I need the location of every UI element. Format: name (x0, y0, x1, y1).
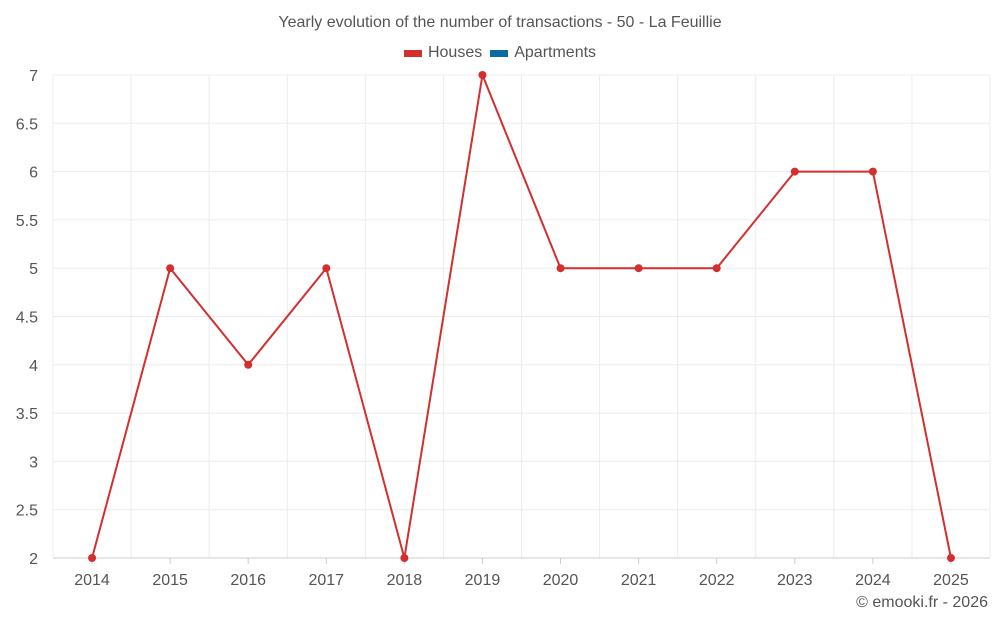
y-tick-label: 5.5 (16, 213, 38, 230)
y-tick-label: 7 (29, 68, 38, 85)
chart-title: Yearly evolution of the number of transa… (278, 14, 722, 31)
data-point (166, 264, 175, 273)
x-tick-label: 2014 (74, 572, 110, 589)
x-tick-label: 2023 (777, 572, 813, 589)
x-tick-label: 2024 (855, 572, 891, 589)
x-tick-label: 2017 (308, 572, 344, 589)
y-tick-label: 3 (29, 454, 38, 471)
y-tick-label: 5 (29, 261, 38, 278)
y-tick-label: 2 (29, 551, 38, 568)
legend-swatch-houses (403, 49, 422, 57)
data-point (88, 554, 97, 562)
legend-swatch-apartments (490, 49, 509, 57)
data-point (244, 360, 253, 369)
legend-item-houses[interactable]: Houses (403, 44, 483, 62)
data-point (322, 264, 331, 273)
y-tick-label: 4.5 (16, 310, 38, 327)
series-line-houses (91, 74, 952, 559)
x-tick-label: 2016 (230, 572, 266, 589)
data-point (478, 71, 487, 79)
x-tick-label: 2022 (699, 572, 735, 589)
x-tick-label: 2018 (387, 572, 423, 589)
x-tick-label: 2015 (152, 572, 188, 589)
legend-label-apartments: Apartments (514, 44, 597, 61)
legend-item-apartments[interactable]: Apartments (490, 44, 596, 62)
data-point (634, 264, 643, 273)
y-tick-label: 6.5 (16, 116, 38, 133)
x-tick-label: 2025 (933, 572, 969, 589)
y-tick-label: 6 (29, 165, 38, 182)
x-tick-label: 2020 (543, 572, 579, 589)
y-tick-label: 2.5 (16, 503, 38, 520)
data-point (400, 554, 409, 562)
y-tick-label: 3.5 (16, 406, 38, 423)
credit: © emooki.fr - 2026 (856, 594, 988, 611)
legend: Houses Apartments (0, 44, 1000, 62)
data-point (790, 167, 799, 176)
x-tick-label: 2019 (465, 572, 501, 589)
data-point (556, 264, 565, 273)
data-point (868, 167, 877, 176)
data-point (712, 264, 721, 273)
y-tick-label: 4 (29, 358, 38, 375)
legend-label-houses: Houses (427, 44, 483, 61)
x-tick-label: 2021 (621, 572, 657, 589)
data-point (946, 554, 955, 562)
